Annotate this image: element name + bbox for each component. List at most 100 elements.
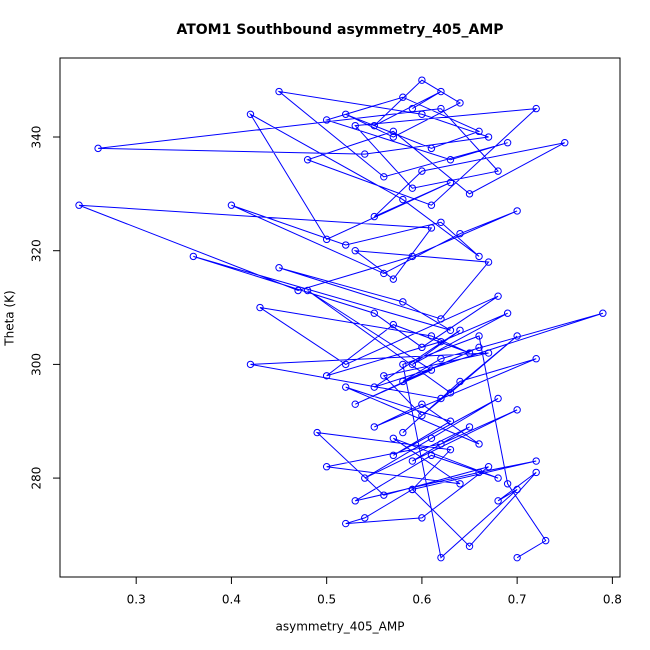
data-point xyxy=(503,138,512,147)
data-point xyxy=(322,116,331,124)
data-point xyxy=(418,110,426,118)
x-tick-label: 0.5 xyxy=(317,593,336,607)
data-point xyxy=(418,76,426,84)
data-point xyxy=(494,394,502,403)
data-point xyxy=(408,457,417,465)
data-point xyxy=(437,440,445,448)
y-tick-label: 300 xyxy=(30,353,44,376)
data-point xyxy=(532,457,540,465)
data-point xyxy=(475,343,483,352)
data-point xyxy=(342,110,350,118)
data-point xyxy=(446,326,455,334)
data-point xyxy=(275,87,283,96)
data-point xyxy=(370,121,378,130)
data-point xyxy=(475,440,483,448)
data-point xyxy=(408,252,417,261)
data-point xyxy=(408,360,417,369)
data-point xyxy=(513,332,521,340)
data-point xyxy=(94,144,102,153)
data-point xyxy=(494,292,502,300)
data-point xyxy=(361,474,369,482)
data-point xyxy=(380,491,388,499)
data-point xyxy=(446,178,455,187)
data-point xyxy=(361,514,369,522)
data-point xyxy=(303,286,312,295)
data-point xyxy=(370,309,378,317)
data-point xyxy=(294,286,302,295)
data-point xyxy=(322,463,331,471)
y-tick-label: 340 xyxy=(30,126,44,149)
x-tick-label: 0.6 xyxy=(412,593,431,607)
data-point xyxy=(494,474,502,482)
data-point xyxy=(427,332,436,340)
data-point xyxy=(456,229,464,238)
data-point xyxy=(437,315,445,323)
data-point xyxy=(456,326,464,334)
data-point xyxy=(532,468,540,477)
data-point xyxy=(532,355,540,363)
data-point xyxy=(342,519,350,528)
data-point xyxy=(427,451,436,460)
data-point xyxy=(351,400,359,408)
data-point xyxy=(446,417,455,425)
data-point xyxy=(503,309,512,317)
data-point xyxy=(275,264,283,272)
data-point xyxy=(418,411,426,420)
data-point xyxy=(437,218,445,226)
data-point xyxy=(75,201,83,209)
data-point xyxy=(256,303,264,312)
data-point xyxy=(437,355,445,363)
data-point xyxy=(303,156,312,164)
data-point xyxy=(532,104,540,113)
data-point xyxy=(370,383,378,391)
data-point xyxy=(370,212,378,221)
data-point xyxy=(484,349,493,357)
data-point xyxy=(494,497,502,505)
data-point xyxy=(513,406,521,414)
data-point xyxy=(446,389,455,397)
data-point xyxy=(351,121,359,130)
data-point xyxy=(437,337,445,346)
data-point xyxy=(599,309,607,317)
x-tick-label: 0.8 xyxy=(603,593,622,607)
data-point xyxy=(342,383,350,391)
data-point xyxy=(513,207,521,215)
data-point xyxy=(399,360,407,369)
data-point xyxy=(427,224,436,232)
data-point xyxy=(322,235,331,244)
data-point xyxy=(503,480,512,488)
data-point xyxy=(465,190,474,198)
data-point xyxy=(513,553,521,562)
data-point xyxy=(446,445,455,454)
y-tick-label: 320 xyxy=(30,239,44,262)
data-point xyxy=(380,269,388,278)
x-tick-label: 0.4 xyxy=(222,593,241,607)
data-point xyxy=(465,423,474,431)
data-point xyxy=(437,104,445,113)
data-point xyxy=(342,360,350,369)
data-point xyxy=(484,133,493,141)
data-point xyxy=(408,184,417,192)
data-point xyxy=(189,252,198,261)
data-point xyxy=(389,451,398,460)
data-point xyxy=(380,372,388,380)
data-point xyxy=(437,553,445,562)
data-point xyxy=(446,156,455,164)
data-point xyxy=(399,428,407,437)
data-point xyxy=(456,377,464,386)
data-point xyxy=(427,201,436,209)
data-point xyxy=(380,173,388,181)
data-point xyxy=(361,150,369,158)
data-point xyxy=(561,138,569,147)
data-point xyxy=(389,434,398,442)
data-point xyxy=(227,201,236,209)
data-point xyxy=(408,104,417,113)
data-point xyxy=(484,463,493,471)
data-point xyxy=(351,497,359,505)
data-point xyxy=(322,372,331,380)
data-point xyxy=(542,536,550,545)
data-line xyxy=(78,79,604,559)
data-point xyxy=(389,127,398,136)
data-point xyxy=(370,423,378,431)
